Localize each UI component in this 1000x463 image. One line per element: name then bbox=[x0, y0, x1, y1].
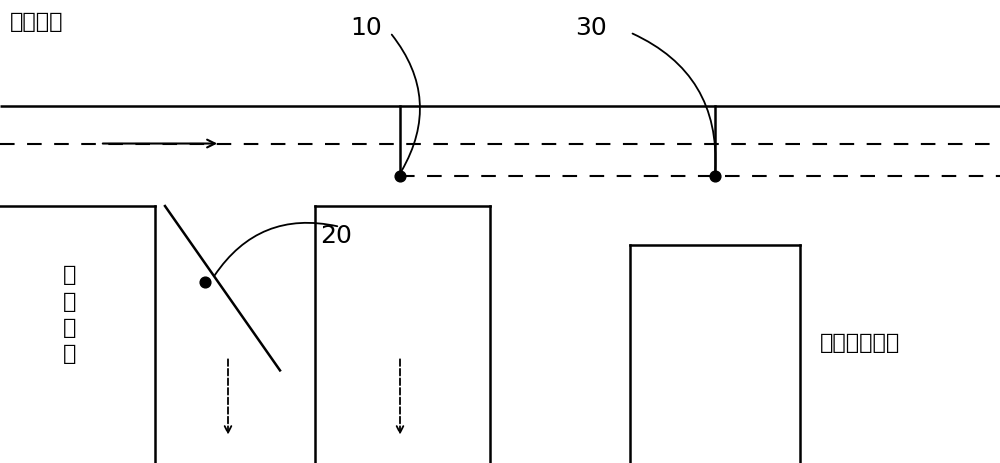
Text: 30: 30 bbox=[575, 16, 607, 40]
Point bbox=[707, 172, 723, 180]
Text: 泄流支路: 泄流支路 bbox=[10, 12, 64, 31]
Point bbox=[392, 172, 408, 180]
Text: 20: 20 bbox=[320, 224, 352, 248]
Point bbox=[197, 279, 213, 286]
Text: 空气排出管路: 空气排出管路 bbox=[820, 332, 900, 353]
Text: 10: 10 bbox=[350, 16, 382, 40]
Text: 回
流
支
路: 回 流 支 路 bbox=[63, 265, 77, 364]
